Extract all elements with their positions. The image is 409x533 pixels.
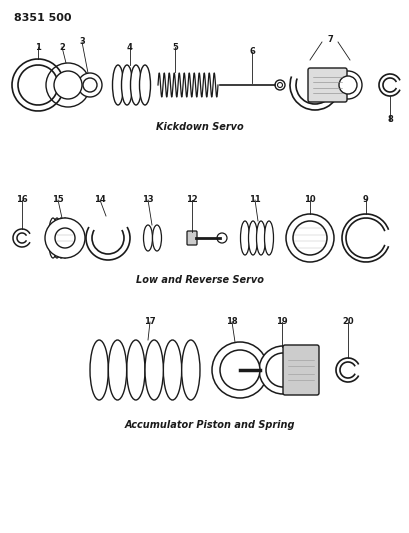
Ellipse shape [143, 225, 152, 251]
Ellipse shape [152, 225, 161, 251]
Ellipse shape [56, 218, 65, 258]
Text: 13: 13 [142, 196, 153, 205]
Ellipse shape [248, 221, 257, 255]
Circle shape [338, 76, 356, 94]
Ellipse shape [52, 218, 61, 258]
FancyBboxPatch shape [307, 68, 346, 102]
Circle shape [55, 228, 75, 248]
Text: Accumulator Piston and Spring: Accumulator Piston and Spring [124, 420, 294, 430]
Ellipse shape [90, 340, 108, 400]
Circle shape [211, 342, 267, 398]
Circle shape [83, 78, 97, 92]
Circle shape [78, 73, 102, 97]
Circle shape [216, 233, 227, 243]
FancyBboxPatch shape [187, 231, 196, 245]
Text: 17: 17 [144, 318, 155, 327]
Circle shape [86, 81, 94, 89]
Text: Kickdown Servo: Kickdown Servo [156, 122, 243, 132]
Ellipse shape [61, 218, 70, 258]
Text: 6: 6 [248, 47, 254, 56]
Text: 5: 5 [172, 43, 178, 52]
Text: 1: 1 [35, 43, 41, 52]
Ellipse shape [256, 221, 265, 255]
Circle shape [333, 71, 361, 99]
Ellipse shape [108, 340, 126, 400]
Text: 16: 16 [16, 196, 28, 205]
Text: 18: 18 [226, 318, 237, 327]
Ellipse shape [48, 218, 57, 258]
Text: 15: 15 [52, 196, 64, 205]
Text: 8351 500: 8351 500 [14, 13, 71, 23]
Ellipse shape [145, 340, 163, 400]
Circle shape [46, 63, 90, 107]
Circle shape [258, 346, 306, 394]
Circle shape [231, 362, 247, 378]
Circle shape [54, 71, 82, 99]
Text: 19: 19 [276, 318, 287, 327]
Text: 8: 8 [386, 116, 392, 125]
Ellipse shape [121, 65, 132, 105]
Text: Low and Reverse Servo: Low and Reverse Servo [136, 275, 263, 285]
Ellipse shape [112, 65, 123, 105]
Text: 14: 14 [94, 196, 106, 205]
Text: 11: 11 [249, 196, 260, 205]
Circle shape [277, 83, 282, 87]
Ellipse shape [264, 221, 273, 255]
Text: 2: 2 [59, 43, 65, 52]
Circle shape [285, 214, 333, 262]
Ellipse shape [240, 221, 249, 255]
Text: 9: 9 [362, 196, 368, 205]
Text: 4: 4 [127, 43, 133, 52]
Text: 20: 20 [342, 318, 353, 327]
Ellipse shape [130, 65, 141, 105]
Text: 10: 10 [303, 196, 315, 205]
Text: 12: 12 [186, 196, 198, 205]
Circle shape [45, 218, 85, 258]
Ellipse shape [126, 340, 145, 400]
FancyBboxPatch shape [282, 345, 318, 395]
Text: 7: 7 [326, 36, 332, 44]
Ellipse shape [181, 340, 200, 400]
Ellipse shape [139, 65, 150, 105]
Ellipse shape [163, 340, 181, 400]
Circle shape [265, 353, 299, 387]
Text: 3: 3 [79, 37, 85, 46]
Circle shape [292, 221, 326, 255]
Circle shape [220, 350, 259, 390]
Circle shape [274, 80, 284, 90]
